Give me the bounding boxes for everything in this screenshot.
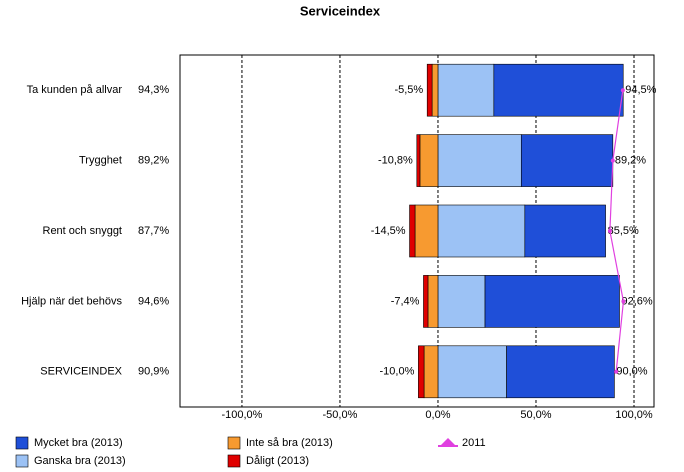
total-label: 85,5% (608, 225, 639, 237)
legend-label: Ganska bra (2013) (34, 455, 126, 467)
legend-swatch (15, 454, 29, 468)
bar (418, 345, 425, 399)
legend-swatch (227, 436, 241, 450)
line-marker (607, 229, 612, 233)
x-tick-label: -50,0% (323, 409, 358, 421)
total-label: 89,2% (615, 155, 646, 167)
bar (484, 275, 620, 328)
bar (437, 204, 526, 258)
bar (426, 63, 433, 117)
bar (419, 134, 439, 187)
category-label: SERVICEINDEX (40, 366, 122, 378)
legend-label: 2011 (462, 437, 486, 449)
bar (414, 204, 439, 258)
total-label: -14,5% (371, 225, 406, 237)
legend-label: Inte så bra (2013) (246, 437, 333, 449)
line-marker (614, 369, 619, 374)
bar (431, 63, 439, 117)
total-label: 92,6% (621, 295, 652, 307)
line-value-label: 90,9% (138, 366, 169, 378)
x-tick-label: 50,0% (520, 409, 551, 421)
x-tick-label: 100,0% (615, 409, 653, 421)
bar (437, 345, 507, 399)
bar (423, 345, 439, 399)
bar (524, 204, 606, 258)
line-marker (620, 88, 625, 93)
legend-label: Dåligt (2013) (246, 455, 309, 467)
chart-title: Serviceindex (300, 3, 381, 18)
line-value-label: 94,3% (138, 84, 169, 96)
bar (423, 275, 429, 328)
total-label: -7,4% (391, 295, 420, 307)
plot-frame (179, 54, 655, 408)
total-label: -10,0% (380, 366, 415, 378)
legend-swatch (15, 436, 29, 450)
total-label: -5,5% (394, 84, 423, 96)
bar (409, 204, 416, 258)
category-label: Ta kunden på allvar (27, 84, 123, 96)
category-label: Hjälp när det behövs (21, 295, 122, 307)
bar (437, 63, 495, 117)
x-tick-label: -100,0% (221, 409, 262, 421)
category-label: Rent och snyggt (43, 225, 123, 237)
legend-label: Mycket bra (2013) (34, 437, 123, 449)
bar (506, 345, 615, 399)
line-marker (621, 299, 626, 304)
total-label: -10,8% (378, 155, 413, 167)
total-label: 94,5% (625, 84, 656, 96)
bar (520, 134, 614, 187)
bar (427, 275, 439, 328)
line-value-label: 94,6% (138, 295, 169, 307)
line-marker (610, 158, 615, 163)
bar (416, 134, 421, 187)
legend-swatch (440, 438, 456, 446)
bar (493, 63, 624, 117)
category-label: Trygghet (79, 155, 122, 167)
legend-swatch (227, 454, 241, 468)
bar (437, 275, 486, 328)
x-tick-label: 0,0% (425, 409, 450, 421)
line-value-label: 89,2% (138, 155, 169, 167)
bar (437, 134, 522, 187)
total-label: 90,0% (616, 366, 647, 378)
line-value-label: 87,7% (138, 225, 169, 237)
